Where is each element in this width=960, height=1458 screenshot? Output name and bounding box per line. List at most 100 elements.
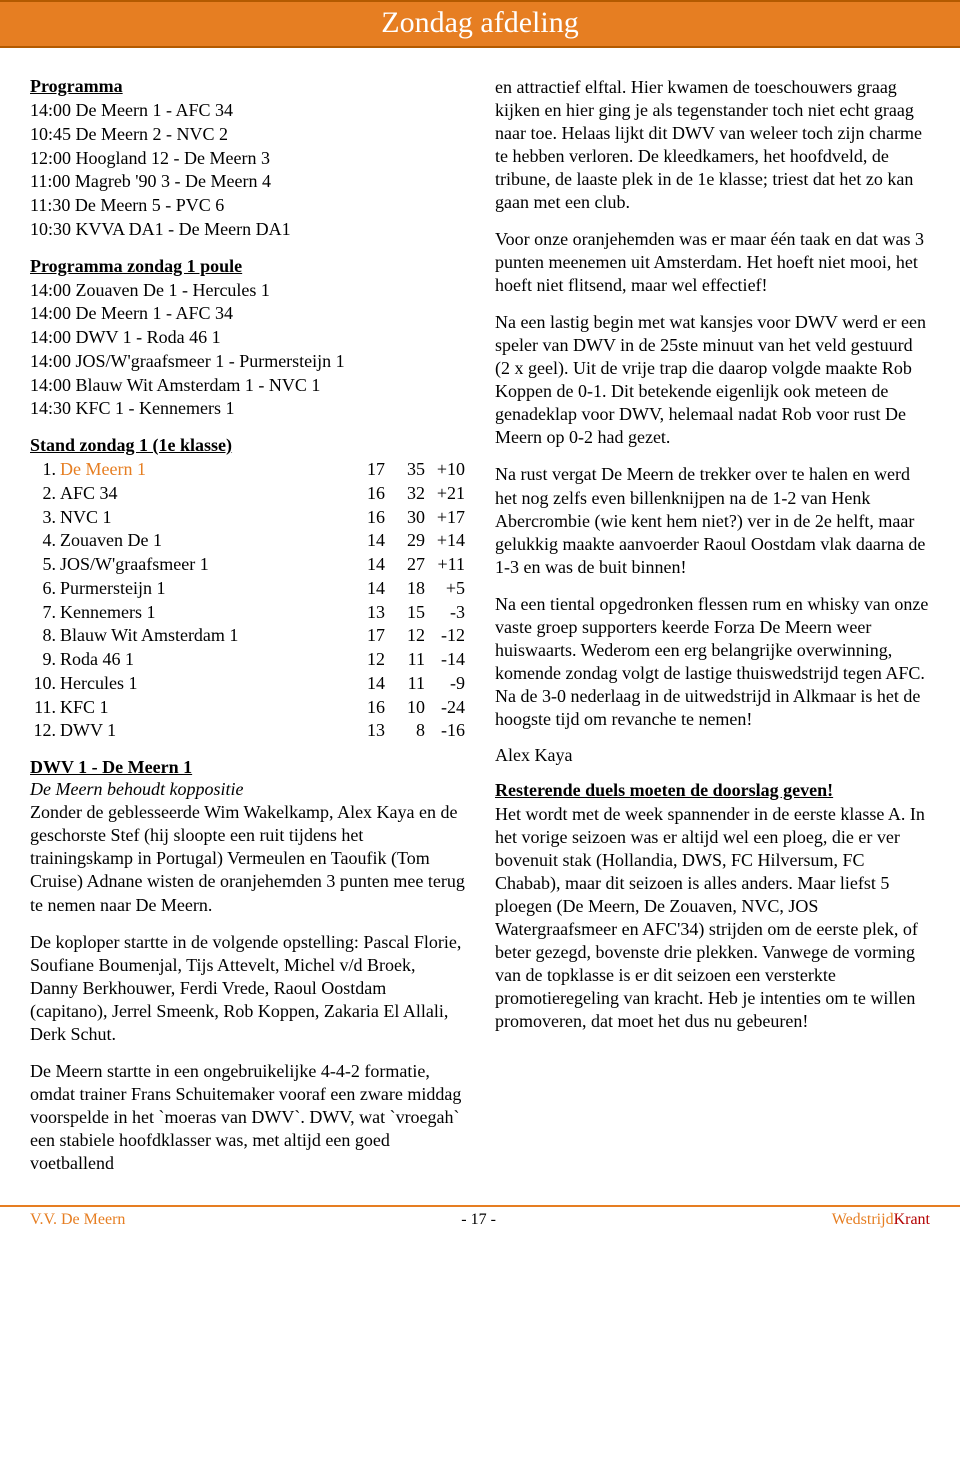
col-points: 30	[385, 506, 425, 530]
author-signature: Alex Kaya	[495, 745, 930, 766]
team-name: Kennemers 1	[60, 601, 345, 625]
programma-list: 14:00 De Meern 1 - AFC 3410:45 De Meern …	[30, 99, 465, 242]
stand-row: 9.Roda 46 11211-14	[30, 648, 465, 672]
col-diff: +17	[425, 506, 465, 530]
page-footer: V.V. De Meern - 17 - WedstrijdKrant	[0, 1205, 960, 1239]
left-column: Programma 14:00 De Meern 1 - AFC 3410:45…	[30, 70, 465, 1175]
col-played: 16	[345, 506, 385, 530]
stand-row: 5.JOS/W'graafsmeer 11427+11	[30, 553, 465, 577]
col-played: 14	[345, 577, 385, 601]
rank: 4.	[30, 529, 60, 553]
col-diff: -3	[425, 601, 465, 625]
col-diff: -9	[425, 672, 465, 696]
col-points: 11	[385, 672, 425, 696]
rank: 3.	[30, 506, 60, 530]
col-points: 29	[385, 529, 425, 553]
right-p3: Na een lastig begin met wat kansjes voor…	[495, 311, 930, 449]
match-heading: DWV 1 - De Meern 1	[30, 757, 465, 778]
stand-row: 8.Blauw Wit Amsterdam 11712-12	[30, 624, 465, 648]
match-p2: De koploper startte in de volgende opste…	[30, 931, 465, 1046]
col-points: 35	[385, 458, 425, 482]
footer-right-a: Wedstrijd	[832, 1211, 894, 1228]
right-p1: en attractief elftal. Hier kwamen de toe…	[495, 76, 930, 214]
col-played: 12	[345, 648, 385, 672]
right-column: en attractief elftal. Hier kwamen de toe…	[495, 70, 930, 1175]
col-played: 13	[345, 601, 385, 625]
team-name: Hercules 1	[60, 672, 345, 696]
list-item: 14:00 DWV 1 - Roda 46 1	[30, 326, 465, 350]
rank: 7.	[30, 601, 60, 625]
col-diff: -16	[425, 719, 465, 743]
col-points: 27	[385, 553, 425, 577]
page-title-bar: Zondag afdeling	[0, 0, 960, 48]
footer-right: WedstrijdKrant	[832, 1211, 930, 1229]
stand-row: 12.DWV 1138-16	[30, 719, 465, 743]
rank: 1.	[30, 458, 60, 482]
team-name: NVC 1	[60, 506, 345, 530]
list-item: 14:00 Blauw Wit Amsterdam 1 - NVC 1	[30, 374, 465, 398]
team-name: Roda 46 1	[60, 648, 345, 672]
rank: 8.	[30, 624, 60, 648]
poule-list: 14:00 Zouaven De 1 - Hercules 114:00 De …	[30, 279, 465, 422]
col-diff: -24	[425, 696, 465, 720]
col-played: 16	[345, 482, 385, 506]
match-p1: Zonder de geblesseerde Wim Wakelkamp, Al…	[30, 801, 465, 916]
stand-row: 7.Kennemers 11315-3	[30, 601, 465, 625]
resterende-heading: Resterende duels moeten de doorslag geve…	[495, 780, 930, 801]
rank: 11.	[30, 696, 60, 720]
stand-row: 10.Hercules 11411-9	[30, 672, 465, 696]
list-item: 11:00 Magreb '90 3 - De Meern 4	[30, 170, 465, 194]
col-points: 12	[385, 624, 425, 648]
team-name: Zouaven De 1	[60, 529, 345, 553]
match-subtitle: De Meern behoudt koppositie	[30, 778, 465, 801]
programma-heading: Programma	[30, 76, 465, 97]
team-name: Purmersteijn 1	[60, 577, 345, 601]
list-item: 10:30 KVVA DA1 - De Meern DA1	[30, 218, 465, 242]
right-p5: Na een tiental opgedronken flessen rum e…	[495, 593, 930, 731]
list-item: 14:00 De Meern 1 - AFC 34	[30, 302, 465, 326]
footer-left: V.V. De Meern	[30, 1211, 125, 1229]
col-played: 13	[345, 719, 385, 743]
rank: 5.	[30, 553, 60, 577]
rank: 12.	[30, 719, 60, 743]
col-points: 10	[385, 696, 425, 720]
footer-right-b: Krant	[894, 1211, 930, 1228]
stand-row: 11.KFC 11610-24	[30, 696, 465, 720]
col-played: 17	[345, 624, 385, 648]
col-points: 32	[385, 482, 425, 506]
col-diff: +11	[425, 553, 465, 577]
list-item: 14:00 Zouaven De 1 - Hercules 1	[30, 279, 465, 303]
col-played: 14	[345, 529, 385, 553]
team-name: AFC 34	[60, 482, 345, 506]
footer-page-number: - 17 -	[461, 1211, 496, 1229]
col-diff: +21	[425, 482, 465, 506]
rank: 10.	[30, 672, 60, 696]
rank: 6.	[30, 577, 60, 601]
stand-row: 2.AFC 341632+21	[30, 482, 465, 506]
stand-row: 6.Purmersteijn 11418+5	[30, 577, 465, 601]
col-diff: -14	[425, 648, 465, 672]
col-diff: +14	[425, 529, 465, 553]
col-played: 17	[345, 458, 385, 482]
list-item: 14:00 De Meern 1 - AFC 34	[30, 99, 465, 123]
list-item: 12:00 Hoogland 12 - De Meern 3	[30, 147, 465, 171]
col-diff: +10	[425, 458, 465, 482]
col-points: 18	[385, 577, 425, 601]
right-p4: Na rust vergat De Meern de trekker over …	[495, 463, 930, 578]
team-name: JOS/W'graafsmeer 1	[60, 553, 345, 577]
col-points: 15	[385, 601, 425, 625]
right-p2: Voor onze oranjehemden was er maar één t…	[495, 228, 930, 297]
team-name: Blauw Wit Amsterdam 1	[60, 624, 345, 648]
team-name: DWV 1	[60, 719, 345, 743]
list-item: 11:30 De Meern 5 - PVC 6	[30, 194, 465, 218]
col-points: 8	[385, 719, 425, 743]
rank: 2.	[30, 482, 60, 506]
stand-heading: Stand zondag 1 (1e klasse)	[30, 435, 465, 456]
stand-row: 3.NVC 11630+17	[30, 506, 465, 530]
page-title: Zondag afdeling	[381, 6, 578, 39]
stand-row: 4.Zouaven De 11429+14	[30, 529, 465, 553]
col-played: 14	[345, 553, 385, 577]
stand-table: 1.De Meern 11735+102.AFC 341632+213.NVC …	[30, 458, 465, 743]
col-played: 14	[345, 672, 385, 696]
list-item: 14:30 KFC 1 - Kennemers 1	[30, 397, 465, 421]
